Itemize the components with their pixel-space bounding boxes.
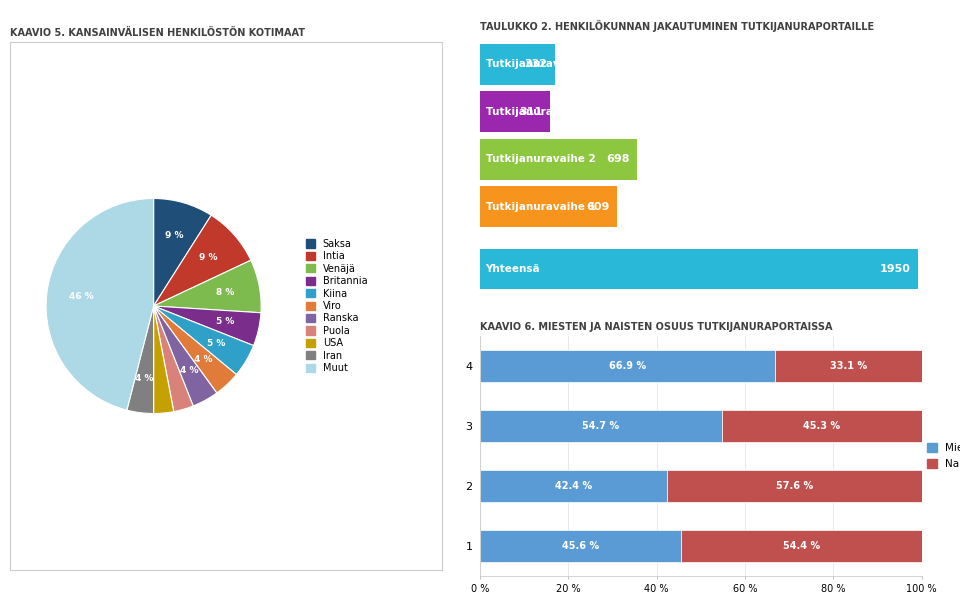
- Text: 54.7 %: 54.7 %: [582, 421, 619, 431]
- Text: 42.4 %: 42.4 %: [555, 481, 592, 491]
- Text: 46 %: 46 %: [69, 292, 93, 301]
- Text: 332: 332: [524, 59, 547, 70]
- Legend: Miehet, Naiset: Miehet, Naiset: [923, 439, 960, 473]
- Text: Yhteensä: Yhteensä: [486, 264, 540, 274]
- FancyBboxPatch shape: [480, 187, 616, 227]
- Bar: [776, 350, 922, 382]
- Text: 609: 609: [587, 202, 610, 212]
- Wedge shape: [154, 306, 236, 393]
- Text: 8 %: 8 %: [216, 288, 234, 297]
- Text: 9 %: 9 %: [199, 253, 218, 262]
- Text: 311: 311: [519, 107, 543, 117]
- Text: 4 %: 4 %: [135, 374, 154, 383]
- Text: 4 %: 4 %: [194, 355, 213, 364]
- Wedge shape: [154, 306, 174, 413]
- Wedge shape: [154, 306, 217, 406]
- Wedge shape: [154, 215, 251, 306]
- Text: Tutkijanuravaihe 3: Tutkijanuravaihe 3: [486, 107, 595, 117]
- Legend: Saksa, Intia, Venäjä, Britannia, Kiina, Viro, Ranska, Puola, USA, Iran, Muut: Saksa, Intia, Venäjä, Britannia, Kiina, …: [306, 239, 368, 373]
- Text: KAAVIO 5. KANSAINVÄLISEN HENKILÖSTÖN KOTIMAAT: KAAVIO 5. KANSAINVÄLISEN HENKILÖSTÖN KOT…: [10, 28, 304, 38]
- FancyBboxPatch shape: [480, 91, 550, 133]
- Text: 5 %: 5 %: [207, 339, 226, 348]
- Bar: [667, 470, 922, 502]
- Wedge shape: [127, 306, 154, 413]
- Wedge shape: [154, 306, 261, 346]
- Text: 9 %: 9 %: [165, 231, 183, 240]
- Text: Tutkijanuravaihe 2: Tutkijanuravaihe 2: [486, 154, 595, 164]
- Text: KAAVIO 6. MIESTEN JA NAISTEN OSUUS TUTKIJANURAPORTAISSA: KAAVIO 6. MIESTEN JA NAISTEN OSUUS TUTKI…: [480, 322, 832, 332]
- Bar: [722, 410, 922, 442]
- Text: 66.9 %: 66.9 %: [610, 361, 646, 371]
- FancyBboxPatch shape: [480, 44, 555, 85]
- Text: 5 %: 5 %: [216, 317, 234, 326]
- Text: 1950: 1950: [880, 264, 911, 274]
- Wedge shape: [46, 199, 154, 410]
- Text: 54.4 %: 54.4 %: [783, 541, 820, 551]
- FancyBboxPatch shape: [480, 139, 636, 180]
- Text: Tutkijanuravaihe 1: Tutkijanuravaihe 1: [486, 202, 595, 212]
- Text: 45.3 %: 45.3 %: [803, 421, 840, 431]
- Bar: [480, 470, 667, 502]
- Text: Tutkijanuravaihe 4: Tutkijanuravaihe 4: [486, 59, 595, 70]
- Text: TAULUKKO 2. HENKILÖKUNNAN JAKAUTUMINEN TUTKIJANURAPORTAILLE: TAULUKKO 2. HENKILÖKUNNAN JAKAUTUMINEN T…: [480, 20, 875, 32]
- Bar: [480, 410, 722, 442]
- Wedge shape: [154, 306, 193, 412]
- Text: 45.6 %: 45.6 %: [563, 541, 599, 551]
- Text: 33.1 %: 33.1 %: [830, 361, 867, 371]
- Text: 4 %: 4 %: [180, 365, 198, 374]
- Bar: [682, 530, 922, 562]
- Bar: [480, 350, 776, 382]
- FancyBboxPatch shape: [480, 248, 918, 289]
- Wedge shape: [154, 306, 253, 374]
- Bar: [480, 530, 682, 562]
- Wedge shape: [154, 260, 261, 313]
- Wedge shape: [154, 199, 211, 306]
- Text: 698: 698: [607, 154, 630, 164]
- Text: 57.6 %: 57.6 %: [776, 481, 813, 491]
